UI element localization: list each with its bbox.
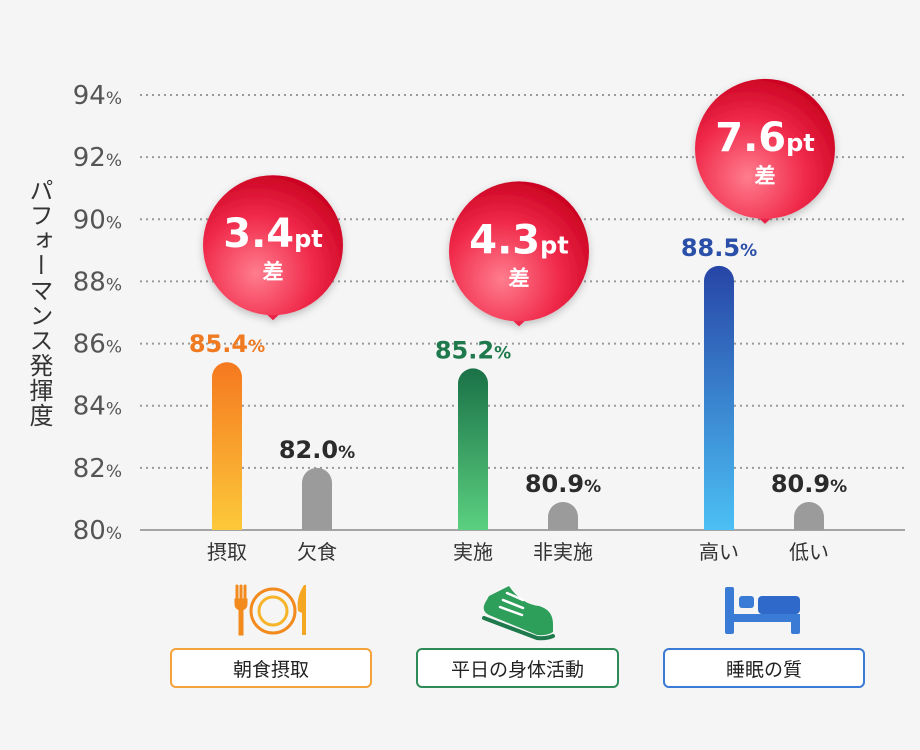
x-tick-label: 摂取 bbox=[207, 540, 247, 564]
bars: 85.4%摂取82.0%欠食85.2%実施80.9%非実施88.5%高い80.9… bbox=[189, 234, 847, 564]
difference-bubble bbox=[449, 181, 589, 327]
difference-bubble bbox=[695, 78, 835, 224]
bar-実施 bbox=[458, 368, 489, 530]
difference-caption: 差 bbox=[509, 266, 530, 290]
data-label: 80.9% bbox=[771, 470, 847, 498]
difference-bubble bbox=[203, 175, 343, 321]
bar-摂取 bbox=[212, 362, 242, 530]
running-shoe-icon bbox=[482, 586, 555, 641]
plate-fork-knife-icon bbox=[234, 584, 306, 636]
y-tick-label: 90% bbox=[73, 205, 122, 235]
x-tick-label: 欠食 bbox=[297, 540, 337, 564]
bed-icon bbox=[725, 587, 800, 634]
bar-高い bbox=[704, 265, 734, 530]
x-tick-label: 非実施 bbox=[533, 540, 593, 564]
bar-欠食 bbox=[302, 467, 332, 530]
difference-caption: 差 bbox=[755, 164, 776, 188]
category-icons bbox=[234, 584, 800, 641]
y-tick-label: 80% bbox=[73, 516, 122, 546]
x-tick-label: 高い bbox=[699, 540, 739, 564]
y-axis-title: パフォーマンス発揮度 bbox=[25, 178, 53, 428]
y-axis-title-wrap: パフォーマンス発揮度 bbox=[22, 178, 62, 428]
bar-非実施 bbox=[548, 502, 578, 530]
x-tick-label: 低い bbox=[789, 540, 829, 564]
category-label-sleep: 睡眠の質 bbox=[663, 648, 865, 688]
category-label-activity: 平日の身体活動 bbox=[416, 648, 619, 688]
difference-caption: 差 bbox=[263, 260, 284, 284]
category-label-breakfast: 朝食摂取 bbox=[170, 648, 372, 688]
x-tick-label: 実施 bbox=[453, 540, 493, 564]
bar-低い bbox=[794, 502, 824, 530]
